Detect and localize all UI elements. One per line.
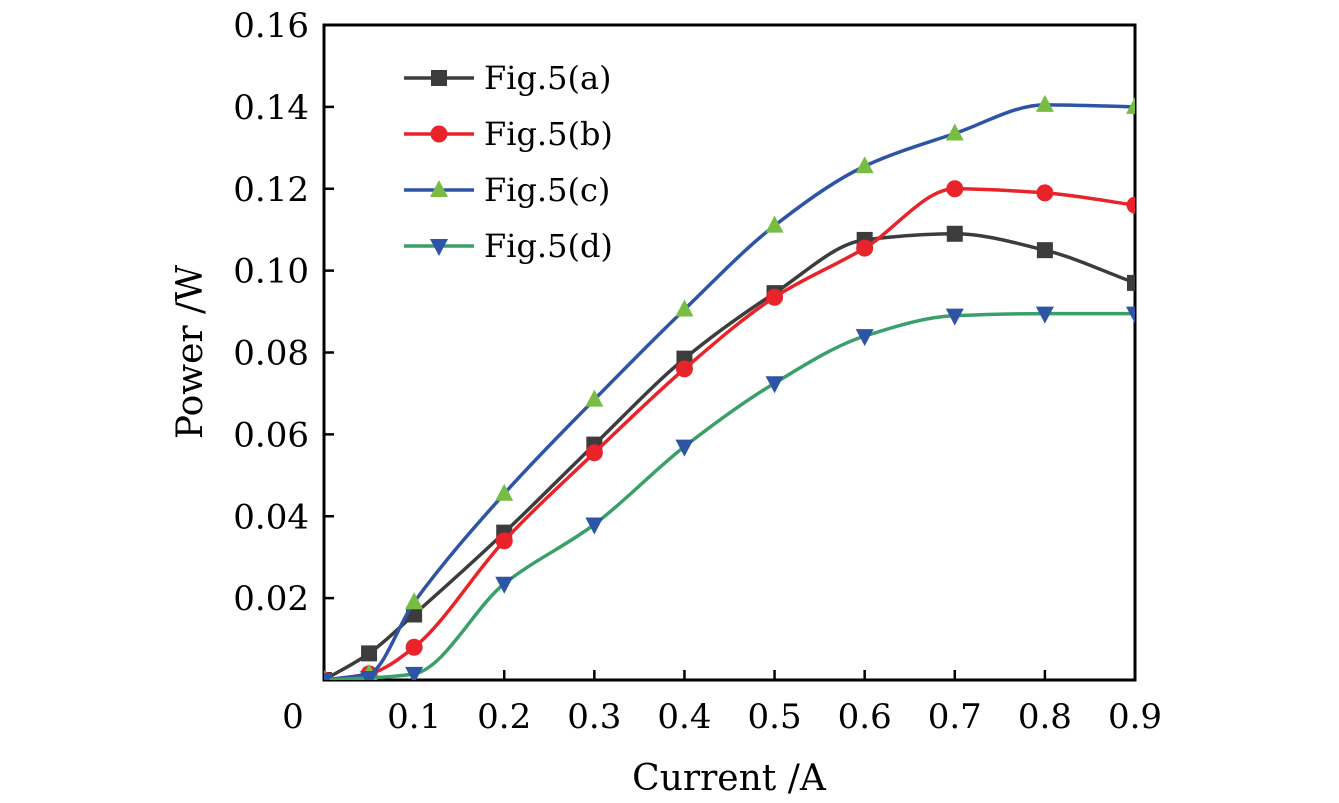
axes: 0 0.1 0.2 0.3 0.4 0.5 0.6 0.7 0.8 0.9 0.02 0.04 0.06… xyxy=(233,6,1162,737)
data-point xyxy=(945,123,964,141)
y-tick-label: 0.08 xyxy=(233,334,309,374)
x-axis-title: Current /A xyxy=(632,758,827,799)
data-point xyxy=(1126,196,1135,214)
legend-marker xyxy=(431,70,447,86)
legend-label: Fig.5(b) xyxy=(484,115,613,153)
data-point xyxy=(405,638,423,656)
x-tick-label: 0.7 xyxy=(928,697,982,737)
x-tick-label: 0.3 xyxy=(567,697,621,737)
data-point xyxy=(361,645,378,662)
y-tick-label: 0.10 xyxy=(233,252,309,292)
y-tick-label: 0.12 xyxy=(233,170,309,210)
data-point xyxy=(1036,184,1054,202)
legend-label: Fig.5(d) xyxy=(484,227,613,265)
data-point xyxy=(585,389,604,407)
x-tick-label: 0.2 xyxy=(477,697,531,737)
data-point xyxy=(1127,274,1135,291)
y-tick-label: 0.04 xyxy=(233,497,309,537)
data-point xyxy=(675,439,694,457)
data-point xyxy=(495,532,513,550)
legend-marker xyxy=(430,180,448,197)
series-2 xyxy=(324,180,1135,680)
data-point xyxy=(855,329,874,347)
legend-item: Fig.5(d) xyxy=(404,227,613,265)
y-axis-title: Power /W xyxy=(170,265,211,439)
x-tick-label: 0.8 xyxy=(1018,697,1072,737)
data-point xyxy=(766,288,784,306)
y-tick-label: 0.06 xyxy=(233,415,309,455)
y-tick-label: 0.02 xyxy=(233,579,309,619)
legend: Fig.5(a) Fig.5(b) Fig.5(c) Fig.5(d) xyxy=(404,59,613,265)
data-point xyxy=(585,444,603,462)
data-point xyxy=(675,299,694,317)
plot-frame xyxy=(322,23,1137,682)
data-point xyxy=(360,670,379,680)
series-4 xyxy=(324,306,1135,680)
x-tick-label: 0.9 xyxy=(1108,697,1162,737)
legend-item: Fig.5(a) xyxy=(404,59,612,97)
data-point xyxy=(946,180,964,198)
data-point xyxy=(405,592,424,610)
data-point xyxy=(585,517,604,535)
data-point xyxy=(405,666,424,680)
series-group xyxy=(324,94,1135,680)
data-point xyxy=(765,215,784,233)
data-point xyxy=(1035,94,1054,112)
x-tick-label: 0.6 xyxy=(838,697,892,737)
legend-label: Fig.5(c) xyxy=(484,171,610,209)
data-point xyxy=(495,576,514,594)
data-point xyxy=(1035,306,1054,324)
data-point xyxy=(945,308,964,326)
data-point xyxy=(856,239,874,257)
legend-item: Fig.5(b) xyxy=(404,115,613,153)
legend-marker xyxy=(430,239,448,256)
data-point xyxy=(495,483,514,501)
x-tick-label: 0.1 xyxy=(387,697,441,737)
y-tick-label: 0.14 xyxy=(233,88,309,128)
data-point xyxy=(946,225,963,242)
data-point xyxy=(675,360,693,378)
data-point xyxy=(765,376,784,394)
series-line xyxy=(324,187,1135,680)
series-3 xyxy=(324,94,1135,680)
legend-label: Fig.5(a) xyxy=(484,59,612,97)
x-tick-label: 0.4 xyxy=(657,697,711,737)
legend-item: Fig.5(c) xyxy=(404,171,610,209)
data-point xyxy=(1126,306,1135,324)
data-point xyxy=(324,673,333,680)
y-tick-label: 0.16 xyxy=(233,6,309,46)
data-point xyxy=(855,156,874,174)
legend-marker xyxy=(430,125,448,143)
series-line xyxy=(324,311,1135,680)
data-point xyxy=(1126,96,1135,114)
x-tick-label: 0.5 xyxy=(748,697,802,737)
x-tick-label: 0 xyxy=(282,697,304,737)
data-point xyxy=(1036,242,1053,259)
